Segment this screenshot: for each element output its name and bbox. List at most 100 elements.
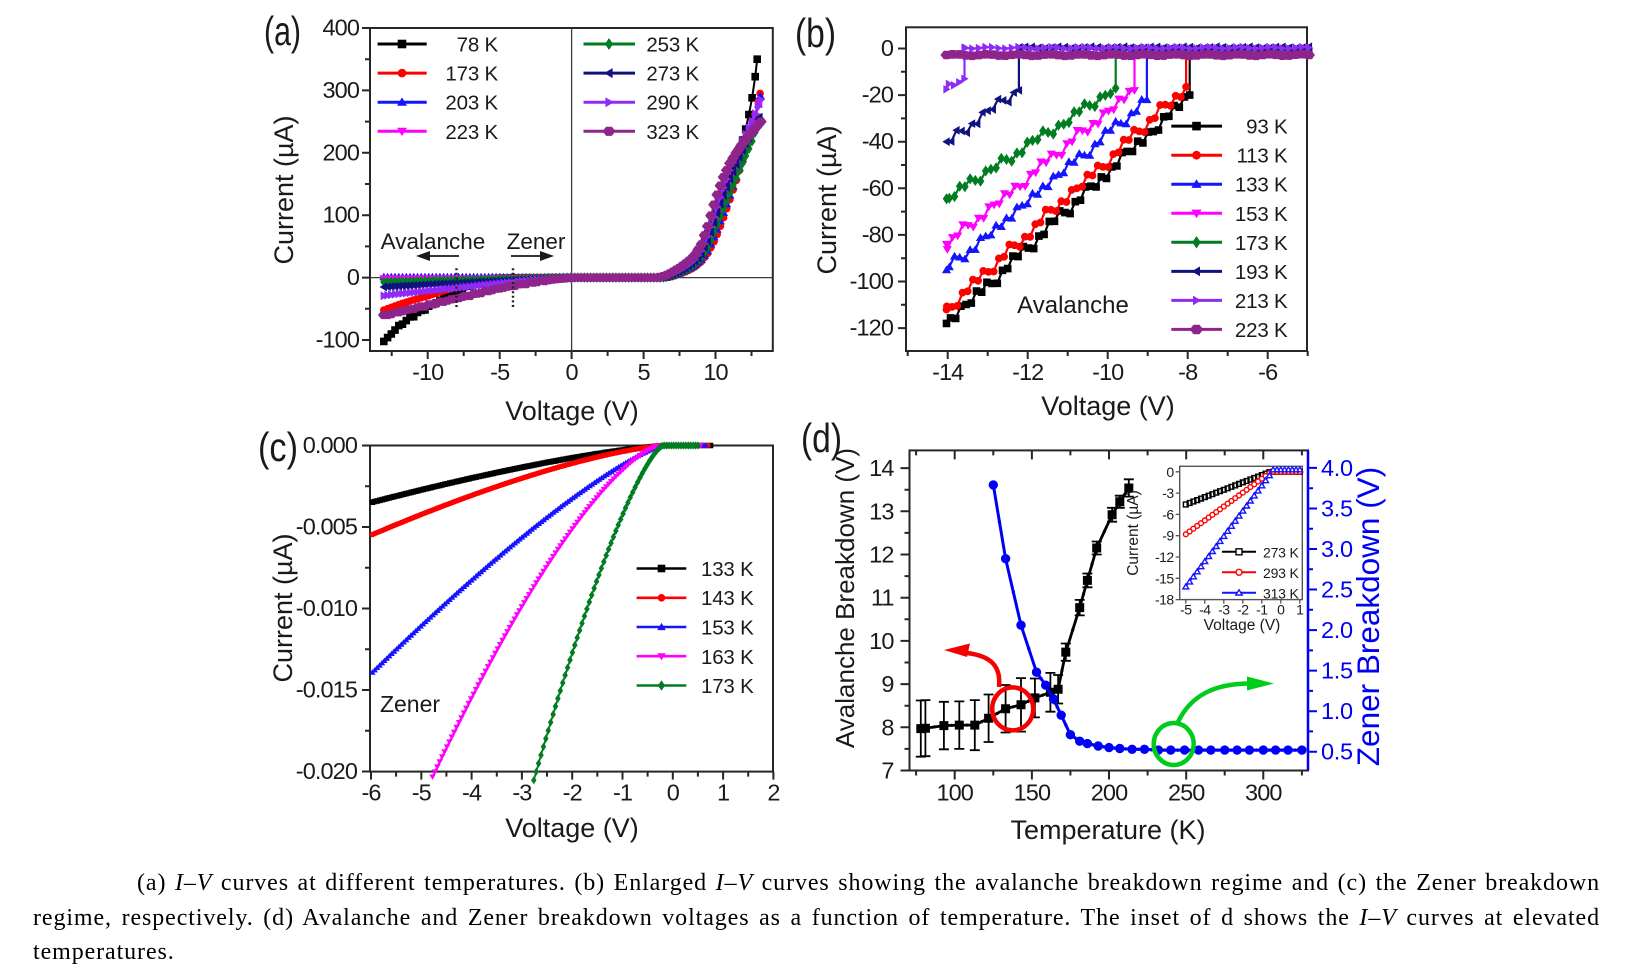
svg-text:-4: -4 xyxy=(462,780,482,806)
svg-text:Voltage (V): Voltage (V) xyxy=(505,813,639,843)
svg-text:113 K: 113 K xyxy=(1236,145,1288,168)
svg-text:5: 5 xyxy=(638,359,651,385)
svg-text:-1: -1 xyxy=(613,780,632,806)
svg-text:-14: -14 xyxy=(932,359,964,385)
svg-text:250: 250 xyxy=(1168,780,1205,806)
svg-text:143 K: 143 K xyxy=(701,587,754,610)
svg-text:200: 200 xyxy=(1091,780,1128,806)
svg-text:-2: -2 xyxy=(563,780,582,806)
svg-text:Avalanche Breakdown (V): Avalanche Breakdown (V) xyxy=(830,448,860,748)
svg-text:Current (µA): Current (µA) xyxy=(812,125,842,274)
svg-text:2.5: 2.5 xyxy=(1321,577,1353,603)
svg-text:-0.010: -0.010 xyxy=(296,595,358,621)
svg-text:-18: -18 xyxy=(1155,592,1174,608)
svg-text:93 K: 93 K xyxy=(1246,116,1288,139)
svg-text:-0.015: -0.015 xyxy=(296,677,358,703)
svg-text:2: 2 xyxy=(767,780,779,806)
svg-text:153 K: 153 K xyxy=(1235,203,1288,226)
svg-text:(a): (a) xyxy=(264,8,301,54)
svg-text:-60: -60 xyxy=(862,175,894,201)
svg-text:0.5: 0.5 xyxy=(1321,739,1353,765)
svg-text:153 K: 153 K xyxy=(701,617,754,640)
svg-text:-5: -5 xyxy=(490,359,510,385)
svg-text:0: 0 xyxy=(566,359,579,385)
svg-text:(b): (b) xyxy=(795,10,836,56)
svg-text:200: 200 xyxy=(322,139,359,165)
svg-text:223 K: 223 K xyxy=(445,121,498,144)
svg-text:-2: -2 xyxy=(1237,602,1249,618)
svg-text:-20: -20 xyxy=(862,82,894,108)
svg-text:273 K: 273 K xyxy=(646,63,699,86)
svg-text:-6: -6 xyxy=(361,780,381,806)
svg-text:273 K: 273 K xyxy=(1263,544,1299,560)
svg-text:150: 150 xyxy=(1014,780,1051,806)
svg-text:-80: -80 xyxy=(862,221,894,247)
svg-text:223 K: 223 K xyxy=(1235,319,1288,342)
svg-text:0: 0 xyxy=(667,780,680,806)
svg-text:-1: -1 xyxy=(1256,602,1268,618)
svg-text:-12: -12 xyxy=(1012,359,1043,385)
svg-text:0: 0 xyxy=(1277,602,1285,618)
svg-text:Avalanche: Avalanche xyxy=(1017,292,1129,319)
svg-text:173 K: 173 K xyxy=(445,63,498,86)
svg-text:-120: -120 xyxy=(850,315,894,341)
svg-text:-15: -15 xyxy=(1155,570,1174,586)
svg-text:100: 100 xyxy=(322,202,359,228)
svg-text:173 K: 173 K xyxy=(701,675,754,698)
svg-text:313 K: 313 K xyxy=(1263,585,1299,601)
svg-text:133 K: 133 K xyxy=(1235,174,1288,197)
svg-text:203 K: 203 K xyxy=(445,92,498,115)
svg-text:Current (µA): Current (µA) xyxy=(1125,490,1142,576)
svg-text:Voltage (V): Voltage (V) xyxy=(505,396,639,426)
svg-text:-5: -5 xyxy=(412,780,432,806)
svg-text:9: 9 xyxy=(881,671,893,697)
svg-text:-6: -6 xyxy=(1258,359,1278,385)
svg-text:1: 1 xyxy=(1296,602,1304,618)
svg-text:8: 8 xyxy=(881,714,894,740)
svg-text:290 K: 290 K xyxy=(646,92,699,115)
svg-text:Zener: Zener xyxy=(380,691,440,717)
svg-text:400: 400 xyxy=(322,15,359,41)
svg-text:300: 300 xyxy=(322,77,359,103)
svg-text:193 K: 193 K xyxy=(1235,261,1288,284)
svg-text:14: 14 xyxy=(869,455,894,481)
svg-text:-4: -4 xyxy=(1199,602,1211,618)
svg-text:-3: -3 xyxy=(1162,485,1174,501)
svg-text:-100: -100 xyxy=(316,327,360,353)
svg-text:133 K: 133 K xyxy=(701,558,754,581)
svg-text:-5: -5 xyxy=(1180,602,1192,618)
svg-text:0: 0 xyxy=(1166,464,1174,480)
svg-text:1.0: 1.0 xyxy=(1321,698,1353,724)
svg-text:-10: -10 xyxy=(1092,359,1124,385)
svg-text:0.000: 0.000 xyxy=(303,432,358,458)
svg-text:Current (µA): Current (µA) xyxy=(268,533,298,682)
svg-text:Current (µA): Current (µA) xyxy=(269,115,299,264)
svg-text:173 K: 173 K xyxy=(1235,232,1288,255)
svg-text:-100: -100 xyxy=(850,268,894,294)
svg-text:Zener: Zener xyxy=(507,229,566,254)
svg-text:1: 1 xyxy=(717,780,729,806)
svg-text:-3: -3 xyxy=(1218,602,1230,618)
svg-text:323 K: 323 K xyxy=(646,121,699,144)
svg-text:0: 0 xyxy=(881,35,894,61)
svg-text:213 K: 213 K xyxy=(1235,290,1288,313)
svg-text:-12: -12 xyxy=(1155,549,1174,565)
svg-text:10: 10 xyxy=(869,628,894,654)
svg-text:-40: -40 xyxy=(862,128,894,154)
svg-text:0: 0 xyxy=(347,264,360,290)
svg-text:Avalanche: Avalanche xyxy=(381,229,486,254)
svg-text:Voltage (V): Voltage (V) xyxy=(1041,391,1175,421)
svg-text:13: 13 xyxy=(869,498,894,524)
svg-text:Zener Breakdown (V): Zener Breakdown (V) xyxy=(1350,467,1386,766)
svg-text:-6: -6 xyxy=(1162,506,1174,522)
svg-text:-8: -8 xyxy=(1178,359,1198,385)
svg-text:300: 300 xyxy=(1245,780,1282,806)
svg-text:1.5: 1.5 xyxy=(1321,658,1353,684)
svg-text:293 K: 293 K xyxy=(1263,565,1299,581)
svg-text:Voltage (V): Voltage (V) xyxy=(1204,617,1281,634)
svg-text:(d): (d) xyxy=(801,415,842,461)
svg-text:-0.020: -0.020 xyxy=(296,758,358,784)
svg-text:-3: -3 xyxy=(512,780,532,806)
svg-text:2.0: 2.0 xyxy=(1321,617,1353,643)
svg-text:-10: -10 xyxy=(412,359,444,385)
